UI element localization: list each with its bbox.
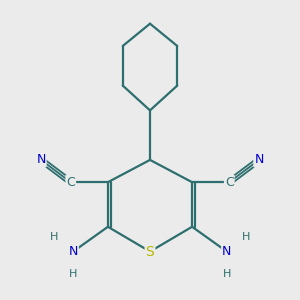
Text: H: H xyxy=(223,269,231,279)
Text: C: C xyxy=(225,176,234,189)
Text: S: S xyxy=(146,244,154,259)
Text: N: N xyxy=(36,153,46,167)
Text: C: C xyxy=(66,176,75,189)
Text: H: H xyxy=(69,269,77,279)
Text: N: N xyxy=(68,245,78,258)
Text: H: H xyxy=(50,232,58,242)
Text: N: N xyxy=(222,245,232,258)
Text: H: H xyxy=(242,232,250,242)
Text: N: N xyxy=(254,153,264,167)
